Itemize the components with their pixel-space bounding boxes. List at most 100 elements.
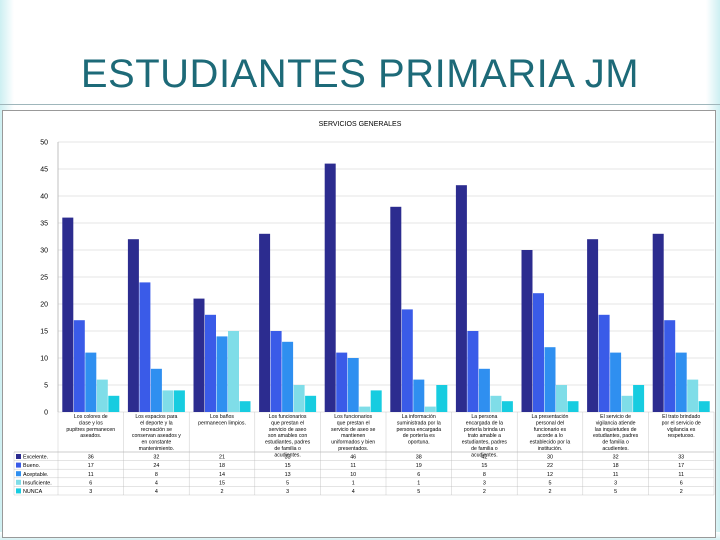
category-label: Los espacios para el deporte y la recreaci… — [132, 414, 181, 452]
table-value: 8 — [483, 472, 486, 478]
bar — [610, 352, 622, 412]
table-value: 11 — [88, 472, 94, 478]
table-value: 2 — [549, 489, 552, 495]
y-tick-label: 15 — [40, 329, 48, 336]
category-label: La persona encargada de la portería brinda… — [462, 414, 508, 458]
legend-label: Aceptable. — [23, 472, 48, 478]
table-value: 13 — [285, 472, 291, 478]
bar — [293, 385, 305, 412]
bar — [633, 385, 645, 412]
bar — [556, 385, 567, 412]
legend-label: NUNCA — [23, 489, 43, 495]
bar — [501, 401, 513, 412]
bar — [270, 331, 282, 412]
bar — [193, 298, 205, 412]
y-tick-label: 5 — [44, 383, 48, 390]
table-value: 11 — [350, 463, 356, 469]
bar — [698, 401, 710, 412]
table-value: 2 — [221, 489, 224, 495]
y-tick-label: 20 — [40, 302, 48, 309]
table-value: 5 — [549, 480, 552, 486]
bar — [521, 250, 533, 412]
bar — [544, 347, 556, 412]
table-value: 2 — [680, 489, 683, 495]
bar — [347, 358, 359, 412]
table-value: 6 — [680, 480, 683, 486]
bar — [305, 395, 317, 412]
bar — [390, 206, 402, 412]
table-value: 1 — [417, 480, 420, 486]
bar — [370, 390, 382, 412]
bar — [150, 368, 162, 412]
category-label: El servicio de vigilancia atiende las inqu… — [593, 414, 639, 452]
bar — [127, 239, 139, 412]
y-tick-label: 35 — [40, 221, 48, 228]
category-label: La información suministrada por la persona… — [396, 414, 441, 446]
bar — [598, 314, 610, 412]
table-value: 3 — [89, 489, 92, 495]
gridlines — [57, 141, 714, 413]
data-table: Los colores de clase y los pupitres perman… — [13, 412, 715, 496]
bar — [73, 320, 85, 412]
bar — [687, 379, 699, 412]
table-value: 10 — [350, 472, 356, 478]
table-value: 2 — [483, 489, 486, 495]
legend-label: Bueno. — [23, 463, 40, 469]
y-tick-label: 30 — [40, 248, 48, 255]
table-value: 32 — [153, 455, 159, 461]
table-value: 42 — [481, 455, 487, 461]
bar — [239, 401, 251, 412]
bar — [455, 185, 467, 412]
bar — [652, 233, 664, 412]
bar — [205, 314, 216, 412]
table-value: 11 — [613, 472, 619, 478]
category-label: Los colores de clase y los pupitres perman… — [66, 414, 115, 439]
bar — [401, 309, 413, 412]
legend-swatch — [16, 454, 21, 459]
table-value: 6 — [417, 472, 420, 478]
bars — [62, 163, 710, 412]
bar — [336, 352, 348, 412]
y-tick-label: 40 — [40, 194, 48, 201]
bar — [162, 390, 174, 412]
table-value: 17 — [88, 463, 94, 469]
bar — [96, 379, 108, 412]
table-value: 4 — [352, 489, 355, 495]
y-tick-label: 45 — [40, 167, 48, 174]
legend-swatch — [16, 471, 21, 477]
table-value: 19 — [416, 463, 422, 469]
table-value: 32 — [613, 455, 619, 461]
legend-swatch — [16, 462, 21, 468]
table-value: 5 — [417, 489, 420, 495]
bar — [216, 336, 228, 412]
bar — [621, 395, 633, 412]
table-value: 33 — [678, 455, 684, 461]
chart-title: SERVICIOS GENERALES — [319, 121, 402, 128]
table-value: 21 — [219, 455, 225, 461]
table-value: 38 — [416, 455, 422, 461]
table-value: 3 — [286, 489, 289, 495]
y-tick-label: 25 — [40, 275, 48, 282]
table-value: 4 — [155, 489, 158, 495]
bar — [139, 282, 151, 412]
bar — [675, 352, 687, 412]
table-value: 4 — [155, 480, 158, 486]
bar — [413, 379, 425, 412]
table-value: 15 — [219, 480, 225, 486]
bar — [173, 390, 185, 412]
table-value: 30 — [547, 455, 553, 461]
table-value: 14 — [219, 472, 225, 478]
table-value: 3 — [483, 480, 486, 486]
table-value: 1 — [352, 480, 355, 486]
table-value: 24 — [153, 463, 159, 469]
table-value: 8 — [155, 472, 158, 478]
bar — [478, 368, 490, 412]
table-value: 12 — [547, 472, 553, 478]
bar — [324, 163, 336, 412]
table-value: 15 — [481, 463, 487, 469]
category-label: Los baños permanecen limpios. — [198, 414, 246, 426]
bar — [108, 395, 120, 412]
table-value: 22 — [547, 463, 553, 469]
legend-swatch — [16, 488, 21, 494]
